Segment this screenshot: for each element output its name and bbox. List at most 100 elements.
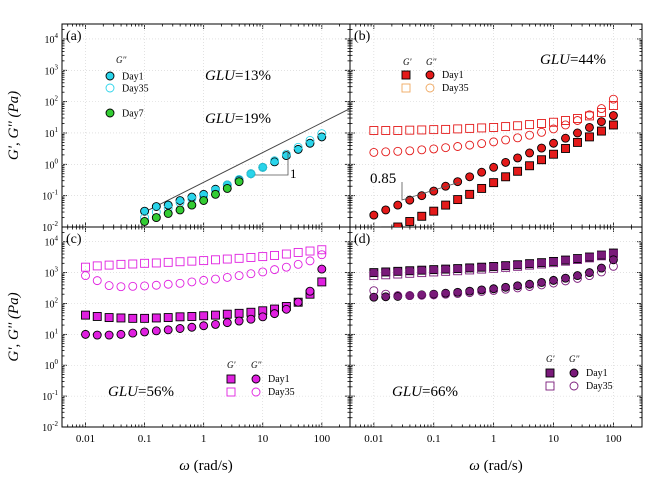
- data-point-3-2: [234, 316, 244, 326]
- x-tick-label: 0.1: [138, 433, 152, 445]
- data-point-4-3: [369, 271, 379, 281]
- legend-entry-label: Day35: [268, 387, 295, 398]
- x-tick-label: 1: [491, 433, 497, 445]
- legend-marker: [425, 70, 435, 80]
- legend-entry-label: Day7: [122, 109, 144, 120]
- data-point-2-4: [417, 145, 427, 155]
- data-point-3-3: [293, 247, 303, 257]
- data-point-3-1: [104, 313, 114, 323]
- data-point-3-2: [305, 286, 315, 296]
- data-point-2-3: [525, 120, 535, 130]
- data-point-3-2: [163, 325, 173, 335]
- data-point-2-1: [405, 217, 415, 226]
- legend-marker: [401, 70, 411, 80]
- data-point-4-4: [381, 289, 391, 299]
- legend-header: G': [227, 360, 236, 370]
- data-point-2-2: [585, 123, 594, 132]
- data-point-2-2: [513, 153, 523, 163]
- x-axis-label: ω (rad/s): [179, 458, 233, 474]
- data-point-1-1: [140, 206, 150, 216]
- data-point-3-4: [140, 281, 150, 291]
- data-point-4-4: [513, 283, 523, 293]
- data-point-3-1: [211, 310, 220, 320]
- data-point-3-4: [317, 250, 327, 260]
- data-point-3-4: [104, 281, 114, 291]
- legend-marker: [569, 368, 579, 378]
- data-point-4-2: [525, 279, 535, 289]
- data-point-3-2: [116, 329, 126, 339]
- legend-header: G': [546, 354, 555, 364]
- data-point-3-1: [199, 311, 209, 321]
- y-tick-label: 102: [45, 95, 59, 109]
- data-point-3-3: [151, 258, 161, 268]
- y-tick-label: 103: [45, 266, 59, 280]
- data-point-2-4: [369, 147, 379, 157]
- data-point-2-1: [585, 132, 594, 142]
- data-point-4-3: [429, 267, 439, 277]
- data-layer: [81, 94, 618, 340]
- data-point-1-2: [293, 142, 303, 152]
- data-point-4-2: [489, 284, 499, 294]
- data-point-3-1: [92, 312, 102, 321]
- data-point-3-3: [222, 254, 232, 264]
- data-point-2-1: [537, 155, 546, 165]
- data-point-2-2: [501, 157, 511, 167]
- y-tick-label: 10-2: [42, 420, 58, 434]
- legend-entry-label: Day35: [442, 83, 469, 94]
- data-point-4-1: [393, 266, 403, 276]
- data-point-4-1: [417, 265, 427, 275]
- data-point-3-4: [293, 259, 303, 269]
- data-point-2-3: [501, 122, 511, 132]
- glu-label: GLU=44%: [540, 52, 606, 68]
- data-point-2-3: [549, 117, 558, 127]
- data-point-2-4: [465, 140, 475, 150]
- data-point-4-1: [441, 264, 451, 274]
- data-point-2-1: [549, 149, 558, 159]
- legend-marker: [226, 374, 236, 384]
- data-point-2-3: [429, 125, 439, 135]
- data-point-2-3: [465, 123, 475, 133]
- data-point-3-1: [234, 308, 244, 318]
- x-tick-label: 10: [548, 433, 560, 445]
- panel-3-data: [81, 245, 327, 340]
- legend-entry-label: Day35: [122, 84, 149, 95]
- data-point-2-3: [381, 126, 391, 135]
- data-point-4-4: [417, 290, 427, 300]
- data-point-2-4: [489, 137, 499, 147]
- data-point-2-4: [608, 94, 618, 104]
- data-point-3-2: [281, 304, 291, 314]
- data-point-4-4: [501, 284, 511, 294]
- data-point-2-1: [417, 211, 427, 221]
- data-point-4-3: [381, 270, 391, 280]
- data-point-2-1: [489, 178, 499, 188]
- legend-marker: [425, 83, 435, 93]
- data-point-3-1: [81, 310, 90, 320]
- data-point-3-2: [317, 264, 327, 274]
- data-point-4-4: [429, 290, 439, 300]
- data-point-3-2: [81, 329, 90, 339]
- data-point-3-3: [270, 250, 280, 260]
- data-point-2-2: [381, 205, 391, 215]
- data-point-3-3: [281, 249, 291, 259]
- data-point-2-1: [608, 120, 618, 130]
- data-point-3-2: [293, 297, 303, 307]
- data-point-4-1: [465, 263, 475, 273]
- data-point-4-2: [561, 273, 570, 283]
- data-point-2-1: [513, 166, 523, 176]
- data-point-4-4: [405, 291, 415, 301]
- glu-label: GLU=13%: [205, 68, 271, 84]
- data-point-4-3: [501, 262, 511, 272]
- data-point-3-1: [151, 313, 161, 323]
- legend-marker: [251, 387, 261, 397]
- data-point-2-3: [596, 108, 606, 117]
- data-point-3-2: [140, 327, 150, 337]
- legend-marker: [401, 83, 411, 93]
- data-point-1-3: [175, 205, 185, 215]
- y-tick-label: 10-2: [42, 220, 58, 234]
- data-point-3-3: [258, 252, 268, 262]
- data-point-4-4: [369, 286, 379, 296]
- data-point-3-3: [211, 255, 220, 265]
- data-point-4-3: [477, 264, 487, 274]
